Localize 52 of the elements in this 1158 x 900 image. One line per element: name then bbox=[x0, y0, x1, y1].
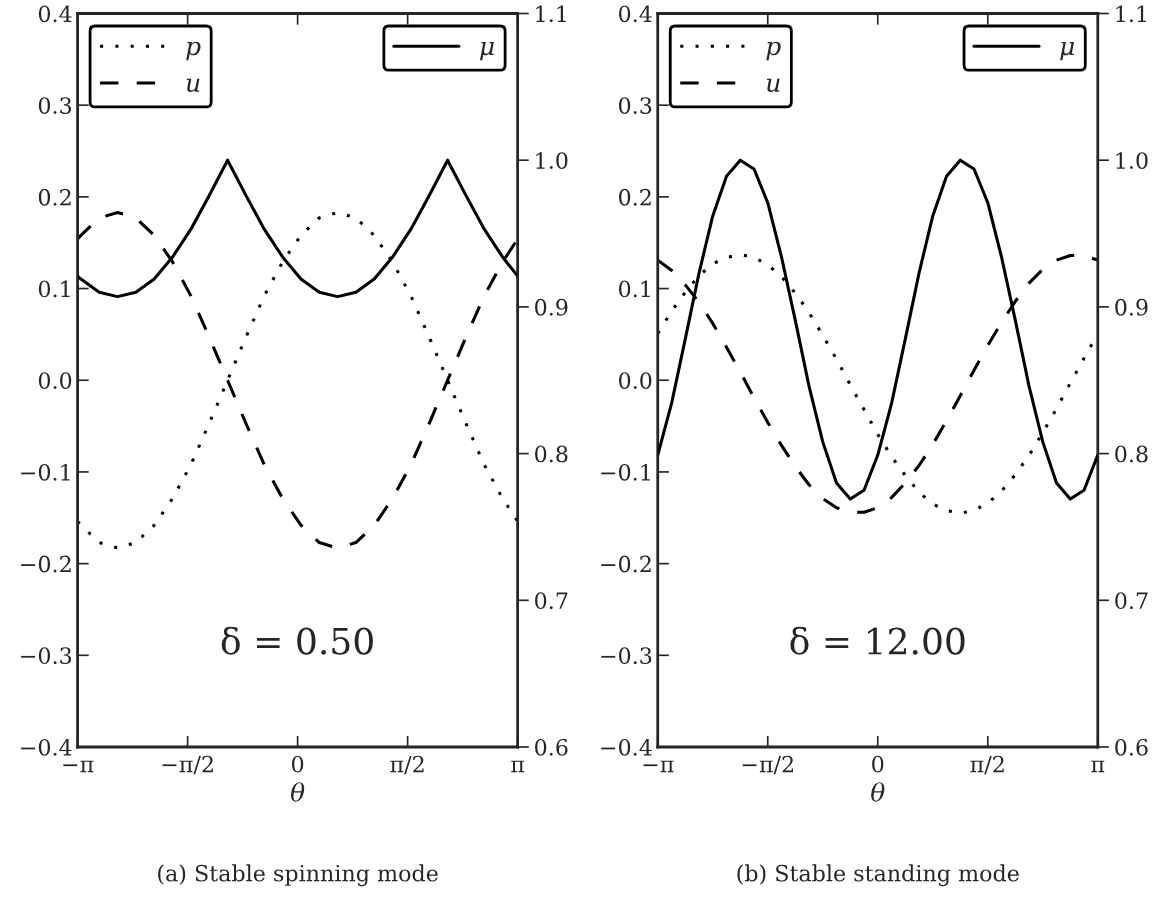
y2-tick-label: 0.9 bbox=[1115, 298, 1148, 316]
y-tick-label: −0.3 bbox=[21, 647, 72, 665]
y-tick-label: 0.0 bbox=[38, 372, 72, 390]
y-tick-label: −0.1 bbox=[601, 463, 650, 481]
y-tick-label: 0.4 bbox=[619, 5, 652, 23]
y-tick-label: 0.4 bbox=[38, 5, 72, 23]
y-tick-label: 0.0 bbox=[619, 372, 652, 390]
x-tick-label: π bbox=[511, 760, 525, 773]
x-tick-label: −π bbox=[63, 760, 94, 773]
x-tick-label: π/2 bbox=[970, 755, 1004, 775]
legend-label: μ bbox=[1060, 42, 1075, 61]
legend-label: μ bbox=[479, 42, 494, 61]
y2-tick-label: 0.6 bbox=[535, 738, 568, 756]
y-tick-label: 0.3 bbox=[38, 97, 72, 114]
y2-tick-label: 1.0 bbox=[1116, 152, 1148, 169]
x-tick-label: 0 bbox=[292, 755, 304, 773]
x-axis-title: θ bbox=[871, 782, 885, 802]
y2-tick-label: 0.8 bbox=[535, 445, 568, 463]
y2-tick-label: 1.0 bbox=[536, 152, 568, 169]
y-tick-label: −0.1 bbox=[21, 463, 70, 481]
x-tick-label: −π bbox=[643, 760, 674, 773]
legend-label: p bbox=[766, 41, 781, 61]
x-tick-label: π/2 bbox=[390, 755, 424, 775]
y-tick-label: 0.1 bbox=[619, 280, 650, 298]
y-tick-label: 0.1 bbox=[38, 280, 70, 298]
y-tick-label: −0.2 bbox=[21, 555, 71, 573]
y2-tick-label: 0.6 bbox=[1115, 738, 1148, 756]
x-tick-label: −π/2 bbox=[162, 755, 213, 775]
y-tick-label: 0.2 bbox=[38, 188, 71, 206]
annotation: δ = 12.00 bbox=[790, 626, 965, 655]
x-tick-label: 0 bbox=[872, 755, 884, 773]
y-tick-label: 0.3 bbox=[619, 97, 652, 114]
y-tick-label: −0.3 bbox=[601, 647, 652, 665]
y2-tick-label: 0.8 bbox=[1115, 445, 1148, 463]
y-tick-label: −0.4 bbox=[601, 738, 652, 756]
x-tick-label: −π/2 bbox=[742, 755, 793, 775]
text: (b) Stable standing mode bbox=[737, 864, 1019, 887]
y-tick-label: −0.2 bbox=[601, 555, 651, 573]
legend-label: p bbox=[186, 41, 201, 61]
y-tick-label: −0.4 bbox=[21, 738, 72, 756]
y-tick-label: 0.2 bbox=[619, 188, 651, 206]
text: (a) Stable spinning mode bbox=[158, 864, 438, 887]
x-axis-title: θ bbox=[290, 782, 305, 802]
legend-label: u bbox=[766, 78, 780, 93]
legend-label: u bbox=[186, 78, 200, 93]
y2-tick-label: 1.1 bbox=[1116, 5, 1146, 23]
y2-tick-label: 0.7 bbox=[535, 592, 568, 610]
x-tick-label: π bbox=[1091, 760, 1105, 773]
annotation: δ = 0.50 bbox=[221, 626, 373, 655]
y2-tick-label: 0.9 bbox=[535, 298, 568, 316]
y2-tick-label: 0.7 bbox=[1115, 592, 1148, 610]
y2-tick-label: 1.1 bbox=[536, 5, 566, 23]
